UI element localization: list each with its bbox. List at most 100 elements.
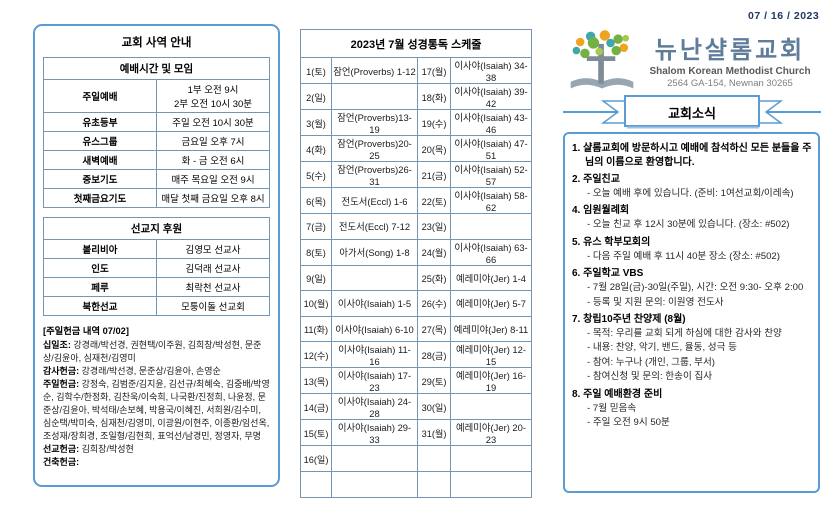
row-value: 김덕래 선교사 <box>156 258 270 278</box>
schedule-row: 14(금) 이사야(Isaiah) 24-28 30(일) <box>300 393 533 421</box>
offering-entry: 선교헌금: 김희장/박성현 <box>43 443 270 456</box>
date-cell: 12(수) <box>300 341 332 369</box>
church-identity: 뉴난샬롬교회 Shalom Korean Methodist Church 25… <box>639 38 821 88</box>
reading-cell: 예레미야(Jer) 20-23 <box>449 419 533 447</box>
news-item: 5. 유스 학부모회의 - 다음 주일 예배 후 11시 40분 장소 (장소: … <box>572 236 814 264</box>
reading-cell: 전도서(Eccl) 7-12 <box>331 213 418 240</box>
offering-report: [주일헌금 내역 07/02] 십일조: 강경래/박선경, 권현택/이주원, 김… <box>43 325 270 469</box>
news-sub-item: - 7월 28일(금)-30일(주일), 시간: 오전 9:30- 오후 2:0… <box>587 282 804 294</box>
schedule-row: 3(월) 잠언(Proverbs)13-19 19(수) 이사야(Isaiah) 43… <box>300 109 533 136</box>
reading-cell: 이사야(Isaiah) 52-57 <box>449 161 533 188</box>
date-cell: 31(월) <box>417 419 451 447</box>
church-news-box: 1. 샬롬교회에 방문하시고 예배에 참석하신 모든 분들을 주님의 이름으로 … <box>563 132 820 493</box>
reading-cell: 잠언(Proverbs)20-25 <box>331 135 418 162</box>
news-item-number: 6. <box>572 268 584 280</box>
offering-entry-value: 김희장/박성현 <box>81 444 134 454</box>
row-value: 모퉁이돌 선교회 <box>156 296 270 316</box>
row-label: 유초등부 <box>43 112 157 132</box>
date-cell: 2(일) <box>300 83 332 110</box>
news-item-title: 5. 유스 학부모회의 <box>572 236 814 250</box>
reading-cell <box>331 470 418 498</box>
date-cell: 14(금) <box>300 393 332 421</box>
reading-cell: 이사야(Isaiah) 58-62 <box>449 187 533 214</box>
schedule-row: 10(월) 이사야(Isaiah) 1-5 26(수) 예레미야(Jer) 5-7 <box>300 290 533 317</box>
row-value: 최락천 선교사 <box>156 277 270 297</box>
date-cell: 18(화) <box>417 83 451 110</box>
news-item-title: 4. 임원월례회 <box>572 204 814 218</box>
schedule-row: 5(수) 잠언(Proverbs)26-31 21(금) 이사야(Isaiah) 52… <box>300 161 533 188</box>
schedule-row: 8(토) 아가서(Song) 1-8 24(월) 이사야(Isaiah) 63-66 <box>300 238 533 266</box>
schedule-row: 4(화) 잠언(Proverbs)20-25 20(목) 이사야(Isaiah) 47… <box>300 135 533 162</box>
news-sub-item: - 내용: 찬양, 악기, 밴드, 율동, 성극 등 <box>587 342 737 354</box>
news-sub-item: - 오늘 예배 후에 있습니다. (준비: 1여선교회/이레속) <box>587 188 794 199</box>
table-header-row: 예배시간 및 모임 <box>43 57 270 80</box>
row-value: 매달 첫째 금요일 오후 8시 <box>156 188 270 208</box>
offering-entry: 십일조: 강경래/박선경, 권현택/이주원, 김희창/박성현, 문준상/김윤아,… <box>43 339 270 365</box>
offering-entry: 주일헌금: 강정숙, 김범준/김지윤, 김선규/최혜숙, 김중배/박영순, 김학… <box>43 378 270 443</box>
reading-cell: 이사야(Isaiah) 39-42 <box>449 83 533 110</box>
news-sub-item: - 오늘 친교 후 12시 30분에 있습니다. (장소: #502) <box>587 219 790 231</box>
news-item-title: 8. 주일 예배환경 준비 <box>572 388 814 402</box>
church-brand: 뉴난샬롬교회 Shalom Korean Methodist Church 25… <box>565 28 821 99</box>
reading-cell: 이사야(Isaiah) 24-28 <box>331 393 418 421</box>
date-cell: 11(화) <box>300 315 332 343</box>
news-item-number: 2. <box>572 174 584 185</box>
reading-cell: 잠언(Proverbs)26-31 <box>331 161 418 188</box>
date-cell: 5(수) <box>300 161 332 188</box>
offering-entry-label: 건축헌금: <box>43 456 80 467</box>
offering-entry-label: 선교헌금: <box>43 444 82 454</box>
news-item-title: 1. 샬롬교회에 방문하시고 예배에 참석하신 모든 분들을 주님의 이름으로 … <box>572 142 814 170</box>
news-item-text: 주일친교 <box>583 174 620 185</box>
table-row: 페루 최락천 선교사 <box>43 277 270 297</box>
reading-cell <box>331 83 418 110</box>
reading-cell: 이사야(Isaiah) 63-66 <box>449 238 533 266</box>
news-item-number: 5. <box>572 236 584 248</box>
reading-cell: 이사야(Isaiah) 11-16 <box>331 341 418 369</box>
reading-cell: 이사야(Isaiah) 17-23 <box>331 367 418 395</box>
news-item-number: 1. <box>572 143 584 154</box>
offering-entry-value: 강정숙, 김범준/김지윤, 김선규/최혜숙, 김중배/박영순, 김학수/한정화,… <box>43 379 270 442</box>
offering-entry-label: 주일헌금: <box>43 379 82 390</box>
ministry-guide-title: 교회 사역 안내 <box>121 37 192 49</box>
date-cell: 16(일) <box>300 445 332 472</box>
date-cell: 3(월) <box>300 109 332 136</box>
news-item-number: 4. <box>572 205 584 217</box>
ministry-guide-panel: 교회 사역 안내 예배시간 및 모임 주일예배 1부 오전 9시 2부 오전 10… <box>33 24 280 487</box>
news-item-text: 임원월례회 <box>583 205 630 217</box>
news-item: 1. 샬롬교회에 방문하시고 예배에 참석하신 모든 분들을 주님의 이름으로 … <box>572 142 814 170</box>
bible-reading-schedule: 2023년 7월 성경통독 스케줄 1(토) 잠언(Proverbs) 1-12 1… <box>299 29 533 498</box>
schedule-row: 16(일) <box>300 445 533 472</box>
offering-entry: 건축헌금: <box>43 456 270 469</box>
date-cell <box>300 470 332 498</box>
schedule-row: 2(일) 18(화) 이사야(Isaiah) 39-42 <box>300 83 533 110</box>
reading-cell: 이사야(Isaiah) 1-5 <box>331 290 418 317</box>
offering-entry-value: 강경래/박선경, 권현택/이주원, 김희창/박성현, 문준상/김윤아, 심재천/… <box>43 340 262 364</box>
table-row: 첫째금요기도 매달 첫째 금요일 오후 8시 <box>43 188 270 208</box>
table-row: 새벽예배 화 - 금 오전 6시 <box>43 150 270 170</box>
reading-cell <box>449 445 533 472</box>
date-cell: 8(토) <box>300 238 332 266</box>
news-item: 4. 임원월례회 - 오늘 친교 후 12시 30분에 있습니다. (장소: #5… <box>572 204 814 232</box>
table-row: 주일예배 1부 오전 9시 2부 오전 10시 30분 <box>43 79 270 113</box>
news-item: 2. 주일친교 - 오늘 예배 후에 있습니다. (준비: 1여선교회/이레속) <box>572 173 814 201</box>
ribbon-icon <box>563 95 821 129</box>
reading-cell: 잠언(Proverbs)13-19 <box>331 109 418 136</box>
news-sub-item: - 참여: 누구나 (개인, 그룹, 부서) <box>587 356 715 368</box>
news-item-text: 주일학교 VBS <box>583 268 644 280</box>
row-label: 주일예배 <box>43 79 157 113</box>
offering-entry-value: 강경래/박선경, 문준상/김윤아, 손영순 <box>81 366 221 377</box>
offering-entry-label: 감사헌금: <box>43 366 82 377</box>
date-cell: 6(목) <box>300 187 332 214</box>
reading-cell: 잠언(Proverbs) 1-12 <box>331 57 418 84</box>
reading-cell: 이사야(Isaiah) 6-10 <box>331 315 418 343</box>
row-label: 볼리비아 <box>43 239 157 259</box>
table-row: 인도 김덕래 선교사 <box>43 258 270 278</box>
date-cell: 28(금) <box>417 341 451 369</box>
reading-cell: 예레미야(Jer) 12-15 <box>449 341 533 369</box>
reading-cell: 예레미야(Jer) 16-19 <box>449 367 533 395</box>
news-item-number: 8. <box>572 388 584 400</box>
schedule-row: 11(화) 이사야(Isaiah) 6-10 27(목) 예레미야(Jer) 8-11 <box>300 315 533 343</box>
news-sub-item: - 다음 주일 예배 후 11시 40분 장소 (장소: #502) <box>587 250 780 262</box>
reading-cell: 이사야(Isaiah) 34-38 <box>449 57 533 84</box>
news-item-title: 7. 창립10주년 찬양제 (8월) <box>572 313 814 327</box>
